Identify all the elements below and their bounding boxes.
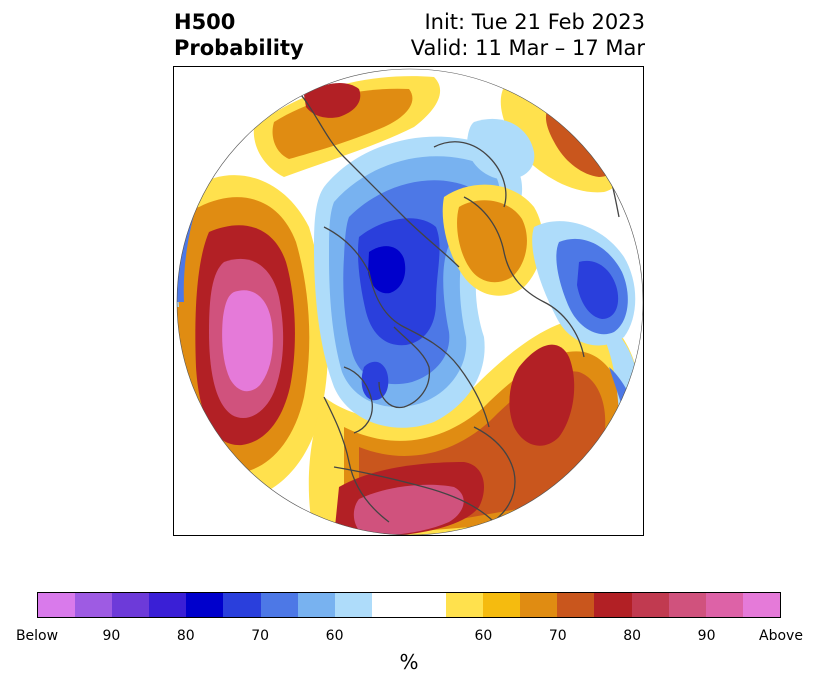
colorbar-segment	[112, 593, 149, 617]
title-right: Init: Tue 21 Feb 2023 Valid: 11 Mar – 17…	[411, 9, 645, 61]
colorbar-tick-label: 90	[102, 628, 120, 644]
colorbar-tick-label: 70	[549, 628, 567, 644]
colorbar-segment	[669, 593, 706, 617]
trough-hudson-75	[362, 362, 389, 400]
colorbar-segment	[223, 593, 260, 617]
colorbar-segment	[446, 593, 483, 617]
colorbar-segment	[483, 593, 520, 617]
colorbar	[37, 592, 781, 618]
colorbar-segment	[706, 593, 743, 617]
colorbar-segment	[409, 593, 446, 617]
colorbar-tick-label: 70	[251, 628, 269, 644]
colorbar-segment	[149, 593, 186, 617]
colorbar-segment	[298, 593, 335, 617]
title-valid-range: Valid: 11 Mar – 17 Mar	[411, 35, 645, 61]
colorbar-segment	[520, 593, 557, 617]
colorbar-segment	[261, 593, 298, 617]
colorbar-segment	[75, 593, 112, 617]
colorbar-tick-label: 60	[326, 628, 344, 644]
colorbar-segment	[38, 593, 75, 617]
colorbar-segment	[186, 593, 223, 617]
colorbar-segment	[632, 593, 669, 617]
map-panel	[173, 66, 644, 536]
title-probability: Probability	[174, 35, 304, 61]
title-h500: H500	[174, 9, 304, 35]
title-left: H500 Probability	[174, 9, 304, 61]
colorbar-tick-label: Above	[759, 628, 803, 644]
probability-map	[174, 67, 644, 536]
colorbar-tick-label: 90	[698, 628, 716, 644]
colorbar-segment	[743, 593, 780, 617]
colorbar-unit: %	[399, 650, 418, 674]
colorbar-tick-label: Below	[16, 628, 58, 644]
colorbar-tick-label: 60	[474, 628, 492, 644]
colorbar-segment	[372, 593, 409, 617]
colorbar-tick-label: 80	[623, 628, 641, 644]
ridge-pacific-95	[222, 290, 273, 391]
title-init-date: Init: Tue 21 Feb 2023	[411, 9, 645, 35]
colorbar-tick-label: 80	[177, 628, 195, 644]
colorbar-segment	[335, 593, 372, 617]
colorbar-segment	[594, 593, 631, 617]
colorbar-segment	[557, 593, 594, 617]
